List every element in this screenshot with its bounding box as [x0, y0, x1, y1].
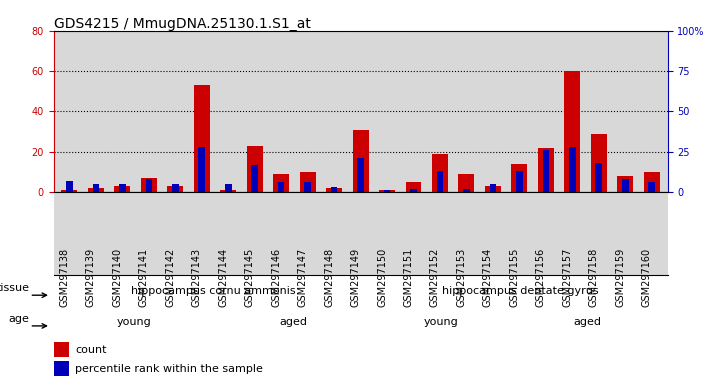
Bar: [326, 188, 342, 192]
Bar: [485, 186, 501, 192]
Bar: [437, 171, 443, 192]
Text: age: age: [9, 314, 29, 324]
Bar: [141, 178, 157, 192]
Text: hippocampus cornu ammonis: hippocampus cornu ammonis: [131, 286, 296, 296]
Bar: [644, 172, 660, 192]
Text: aged: aged: [280, 316, 308, 327]
Bar: [564, 71, 580, 192]
Bar: [595, 163, 602, 192]
Bar: [66, 181, 73, 192]
Bar: [54, 361, 69, 376]
Bar: [114, 186, 130, 192]
Text: percentile rank within the sample: percentile rank within the sample: [75, 364, 263, 374]
Bar: [304, 182, 311, 192]
Bar: [622, 179, 628, 192]
Bar: [172, 184, 178, 192]
Text: count: count: [75, 345, 106, 355]
Bar: [198, 147, 205, 192]
Text: tissue: tissue: [0, 283, 29, 293]
Bar: [511, 164, 528, 192]
Bar: [538, 148, 554, 192]
Bar: [648, 182, 655, 192]
Bar: [543, 150, 549, 192]
Bar: [411, 189, 417, 192]
Bar: [273, 174, 289, 192]
Bar: [379, 190, 395, 192]
Bar: [353, 129, 368, 192]
Bar: [119, 184, 126, 192]
Bar: [61, 190, 77, 192]
Bar: [193, 85, 210, 192]
Bar: [406, 182, 421, 192]
Bar: [54, 342, 69, 357]
Bar: [383, 190, 391, 192]
Bar: [167, 186, 183, 192]
Bar: [247, 146, 263, 192]
Text: young: young: [116, 316, 151, 327]
Bar: [569, 147, 575, 192]
Text: GDS4215 / MmugDNA.25130.1.S1_at: GDS4215 / MmugDNA.25130.1.S1_at: [54, 17, 311, 31]
Bar: [432, 154, 448, 192]
Bar: [618, 176, 633, 192]
Bar: [357, 158, 364, 192]
Text: hippocampus dentate gyrus: hippocampus dentate gyrus: [443, 286, 599, 296]
Bar: [516, 171, 523, 192]
Bar: [146, 179, 152, 192]
Bar: [490, 184, 496, 192]
Bar: [331, 187, 338, 192]
Bar: [300, 172, 316, 192]
Bar: [225, 184, 231, 192]
Bar: [463, 189, 470, 192]
Text: young: young: [423, 316, 458, 327]
Bar: [88, 188, 104, 192]
Bar: [93, 184, 99, 192]
Text: aged: aged: [573, 316, 601, 327]
Bar: [251, 165, 258, 192]
Bar: [278, 182, 284, 192]
Bar: [458, 174, 474, 192]
Bar: [221, 190, 236, 192]
Bar: [590, 134, 607, 192]
